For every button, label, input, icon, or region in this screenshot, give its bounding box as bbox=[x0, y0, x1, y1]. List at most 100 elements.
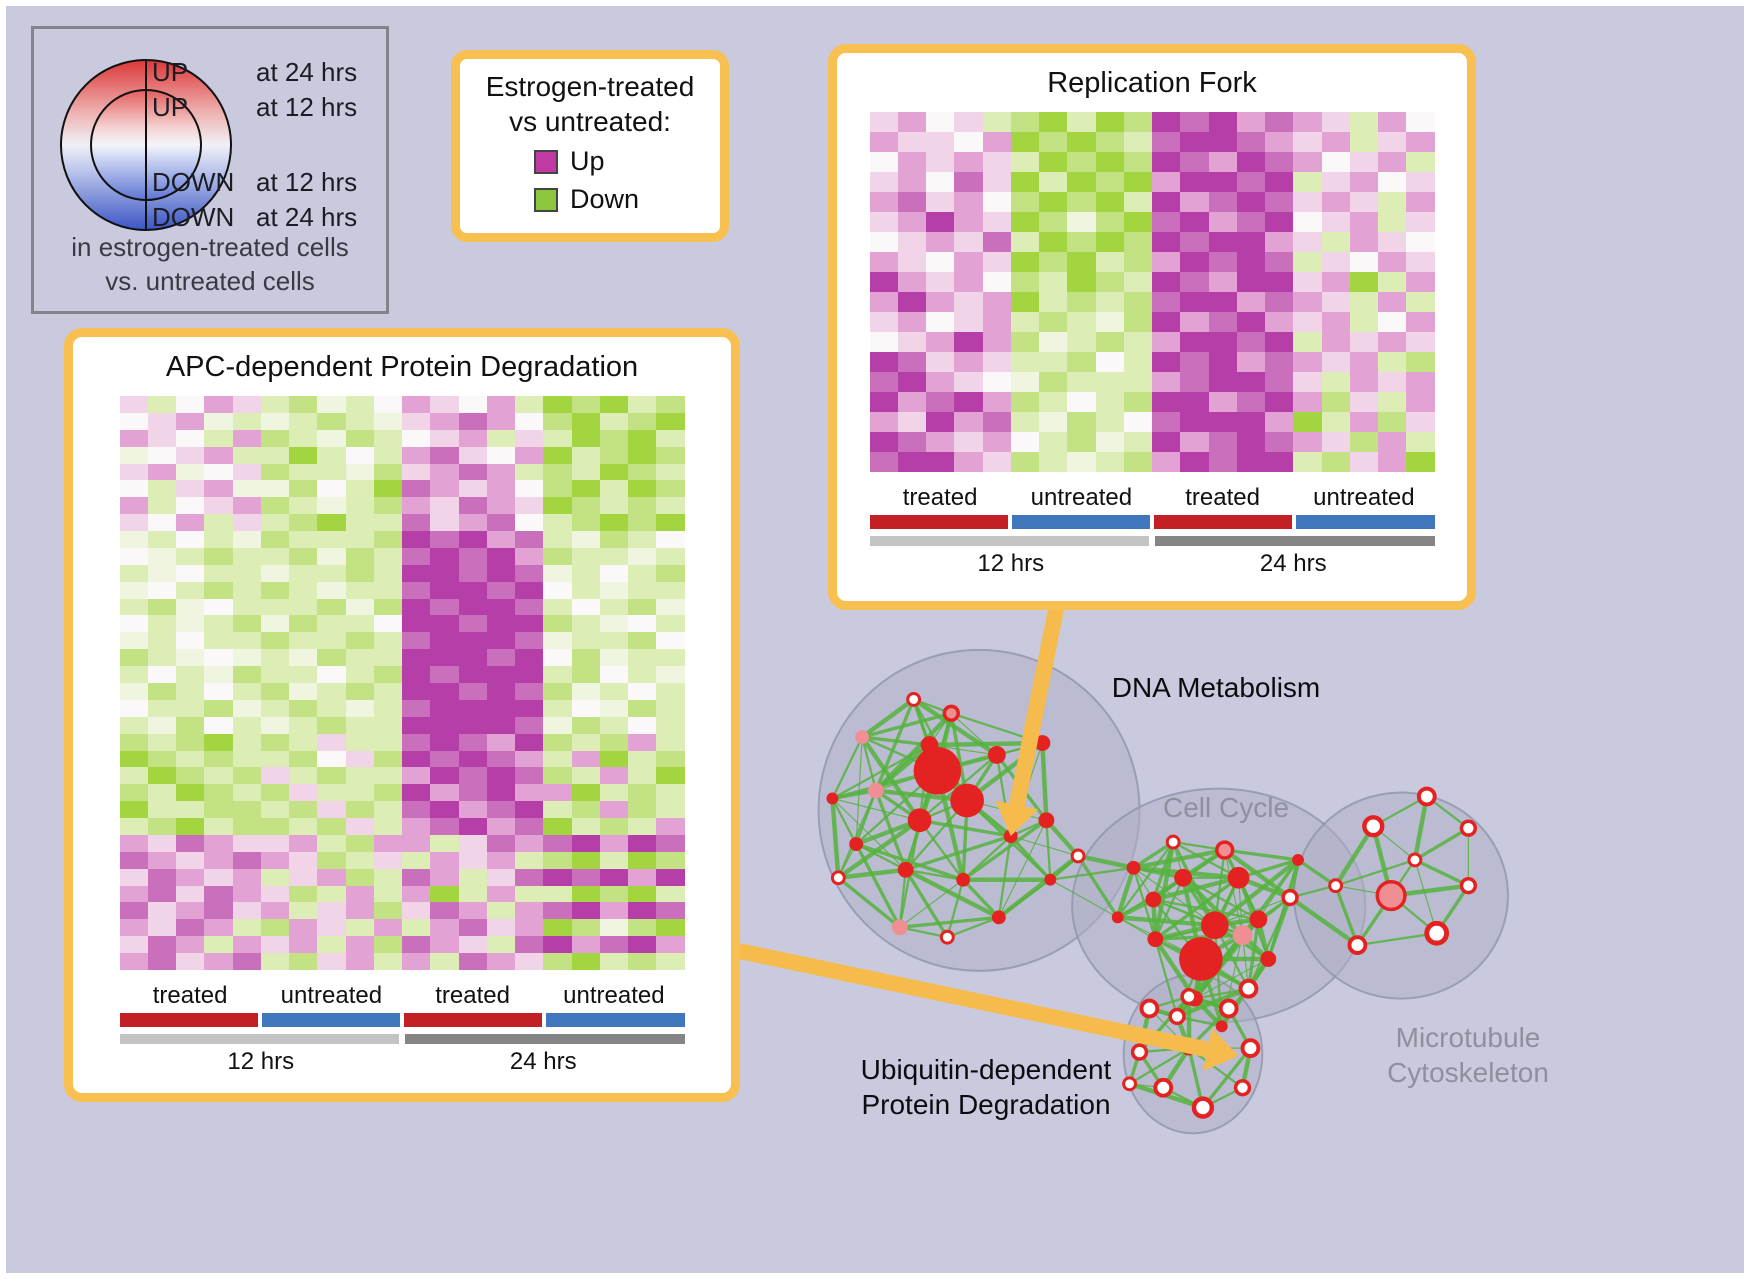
heatmap-cell bbox=[317, 801, 346, 819]
heatmap-cell bbox=[1123, 152, 1152, 172]
heatmap-cell bbox=[628, 716, 657, 734]
heatmap-cell bbox=[1265, 432, 1294, 452]
heatmap-cell bbox=[926, 152, 955, 172]
heatmap-cell bbox=[1067, 112, 1096, 132]
legend-row-down: Down bbox=[534, 184, 720, 215]
network-edge bbox=[961, 878, 1001, 919]
time-label: 12 hrs bbox=[977, 550, 1045, 577]
heatmap-cell bbox=[897, 372, 926, 392]
heatmap-cell bbox=[373, 547, 402, 565]
heatmap-cell bbox=[897, 312, 926, 332]
heatmap-cell bbox=[1010, 292, 1039, 312]
heatmap-cell bbox=[954, 292, 983, 312]
network-node bbox=[1240, 1038, 1261, 1059]
heatmap-cell bbox=[430, 396, 459, 413]
heatmap-cell bbox=[232, 919, 261, 937]
heatmap-cell bbox=[147, 412, 176, 430]
network-edge bbox=[1412, 796, 1429, 861]
heatmap-cell bbox=[402, 514, 431, 532]
cluster-label-line: Microtubule bbox=[1395, 1022, 1541, 1053]
heatmap-cell bbox=[1180, 392, 1209, 412]
network-edge bbox=[1297, 858, 1337, 888]
network-edge bbox=[1357, 932, 1437, 947]
heatmap-cell bbox=[628, 953, 657, 970]
heatmap-cell bbox=[147, 666, 176, 683]
heatmap-cell bbox=[1180, 452, 1209, 472]
heatmap-cell bbox=[289, 581, 318, 599]
heatmap-cell bbox=[628, 784, 657, 802]
network-node bbox=[1180, 987, 1198, 1006]
heatmap-cell bbox=[147, 936, 176, 954]
network-node bbox=[956, 872, 971, 887]
heatmap-cell bbox=[1378, 112, 1407, 132]
heatmap-cell bbox=[1095, 412, 1124, 432]
heatmap-cell bbox=[345, 514, 374, 532]
heatmap-cell bbox=[402, 801, 431, 819]
heatmap-cell bbox=[656, 396, 685, 413]
network-edge bbox=[899, 915, 999, 929]
heatmap-cell bbox=[402, 919, 431, 937]
heatmap-cell bbox=[1321, 432, 1350, 452]
heatmap-cell bbox=[458, 834, 487, 852]
heatmap-cell bbox=[119, 716, 148, 734]
heatmap-cell bbox=[1265, 112, 1294, 132]
heatmap-cell bbox=[571, 598, 600, 616]
title-line: Estrogen-treated bbox=[485, 71, 695, 102]
heatmap-cell bbox=[402, 902, 431, 920]
network-edge bbox=[1010, 835, 1079, 857]
heatmap-cell bbox=[1293, 372, 1322, 392]
heatmap-cell bbox=[176, 868, 205, 886]
heatmap-cell bbox=[599, 919, 628, 937]
heatmap-cell bbox=[1321, 252, 1350, 272]
heatmap-cell bbox=[1208, 232, 1237, 252]
heatmap-cell bbox=[954, 272, 983, 292]
heatmap-cell bbox=[1010, 272, 1039, 292]
heatmap-cell bbox=[954, 452, 983, 472]
heatmap-cell bbox=[1293, 392, 1322, 412]
heatmap-cell bbox=[656, 818, 685, 835]
heatmap-cell bbox=[232, 666, 261, 683]
time-label: 24 hrs bbox=[1259, 550, 1327, 577]
heatmap-cell bbox=[1349, 372, 1378, 392]
heatmap-cell bbox=[147, 480, 176, 498]
heatmap-cell bbox=[656, 412, 685, 430]
heatmap-cell bbox=[1293, 352, 1322, 372]
heatmap-cell bbox=[869, 232, 898, 252]
heatmap-cell bbox=[232, 784, 261, 802]
heatmap-cell bbox=[1123, 112, 1152, 132]
heatmap-cell bbox=[1095, 112, 1124, 132]
heatmap-cell bbox=[317, 649, 346, 667]
heatmap-cell bbox=[926, 212, 955, 232]
heatmap-cell bbox=[204, 412, 233, 430]
up-label-rows: UP at 24 hrs UP at 12 hrs bbox=[152, 57, 357, 123]
heatmap-cell bbox=[430, 919, 459, 937]
heatmap-cell bbox=[1208, 332, 1237, 352]
heatmap-cell bbox=[119, 666, 148, 683]
heatmap-cell bbox=[373, 412, 402, 430]
heatmap-cell bbox=[147, 446, 176, 464]
heatmap-cell bbox=[1406, 272, 1435, 292]
heatmap-cell bbox=[317, 598, 346, 616]
heatmap-cell bbox=[543, 784, 572, 802]
heatmap-cell bbox=[656, 649, 685, 667]
heatmap-cell bbox=[982, 432, 1011, 452]
heatmap-cell bbox=[147, 784, 176, 802]
heatmap-cell bbox=[345, 784, 374, 802]
heatmap-cell bbox=[543, 716, 572, 734]
heatmap-cell bbox=[954, 432, 983, 452]
heatmap-cell bbox=[1321, 452, 1350, 472]
heatmap-cell bbox=[1406, 292, 1435, 312]
heatmap-cell bbox=[402, 463, 431, 481]
network-edge bbox=[1247, 897, 1292, 990]
heatmap-cell bbox=[1010, 432, 1039, 452]
heatmap-cell bbox=[430, 767, 459, 785]
heatmap-cell bbox=[1180, 232, 1209, 252]
heatmap-cell bbox=[515, 463, 544, 481]
heatmap-cell bbox=[869, 292, 898, 312]
heatmap-cell bbox=[571, 514, 600, 532]
heatmap-cell bbox=[897, 212, 926, 232]
network-node bbox=[950, 783, 984, 818]
heatmap-cell bbox=[543, 480, 572, 498]
heatmap-cell bbox=[599, 936, 628, 954]
network-node bbox=[1292, 853, 1304, 866]
